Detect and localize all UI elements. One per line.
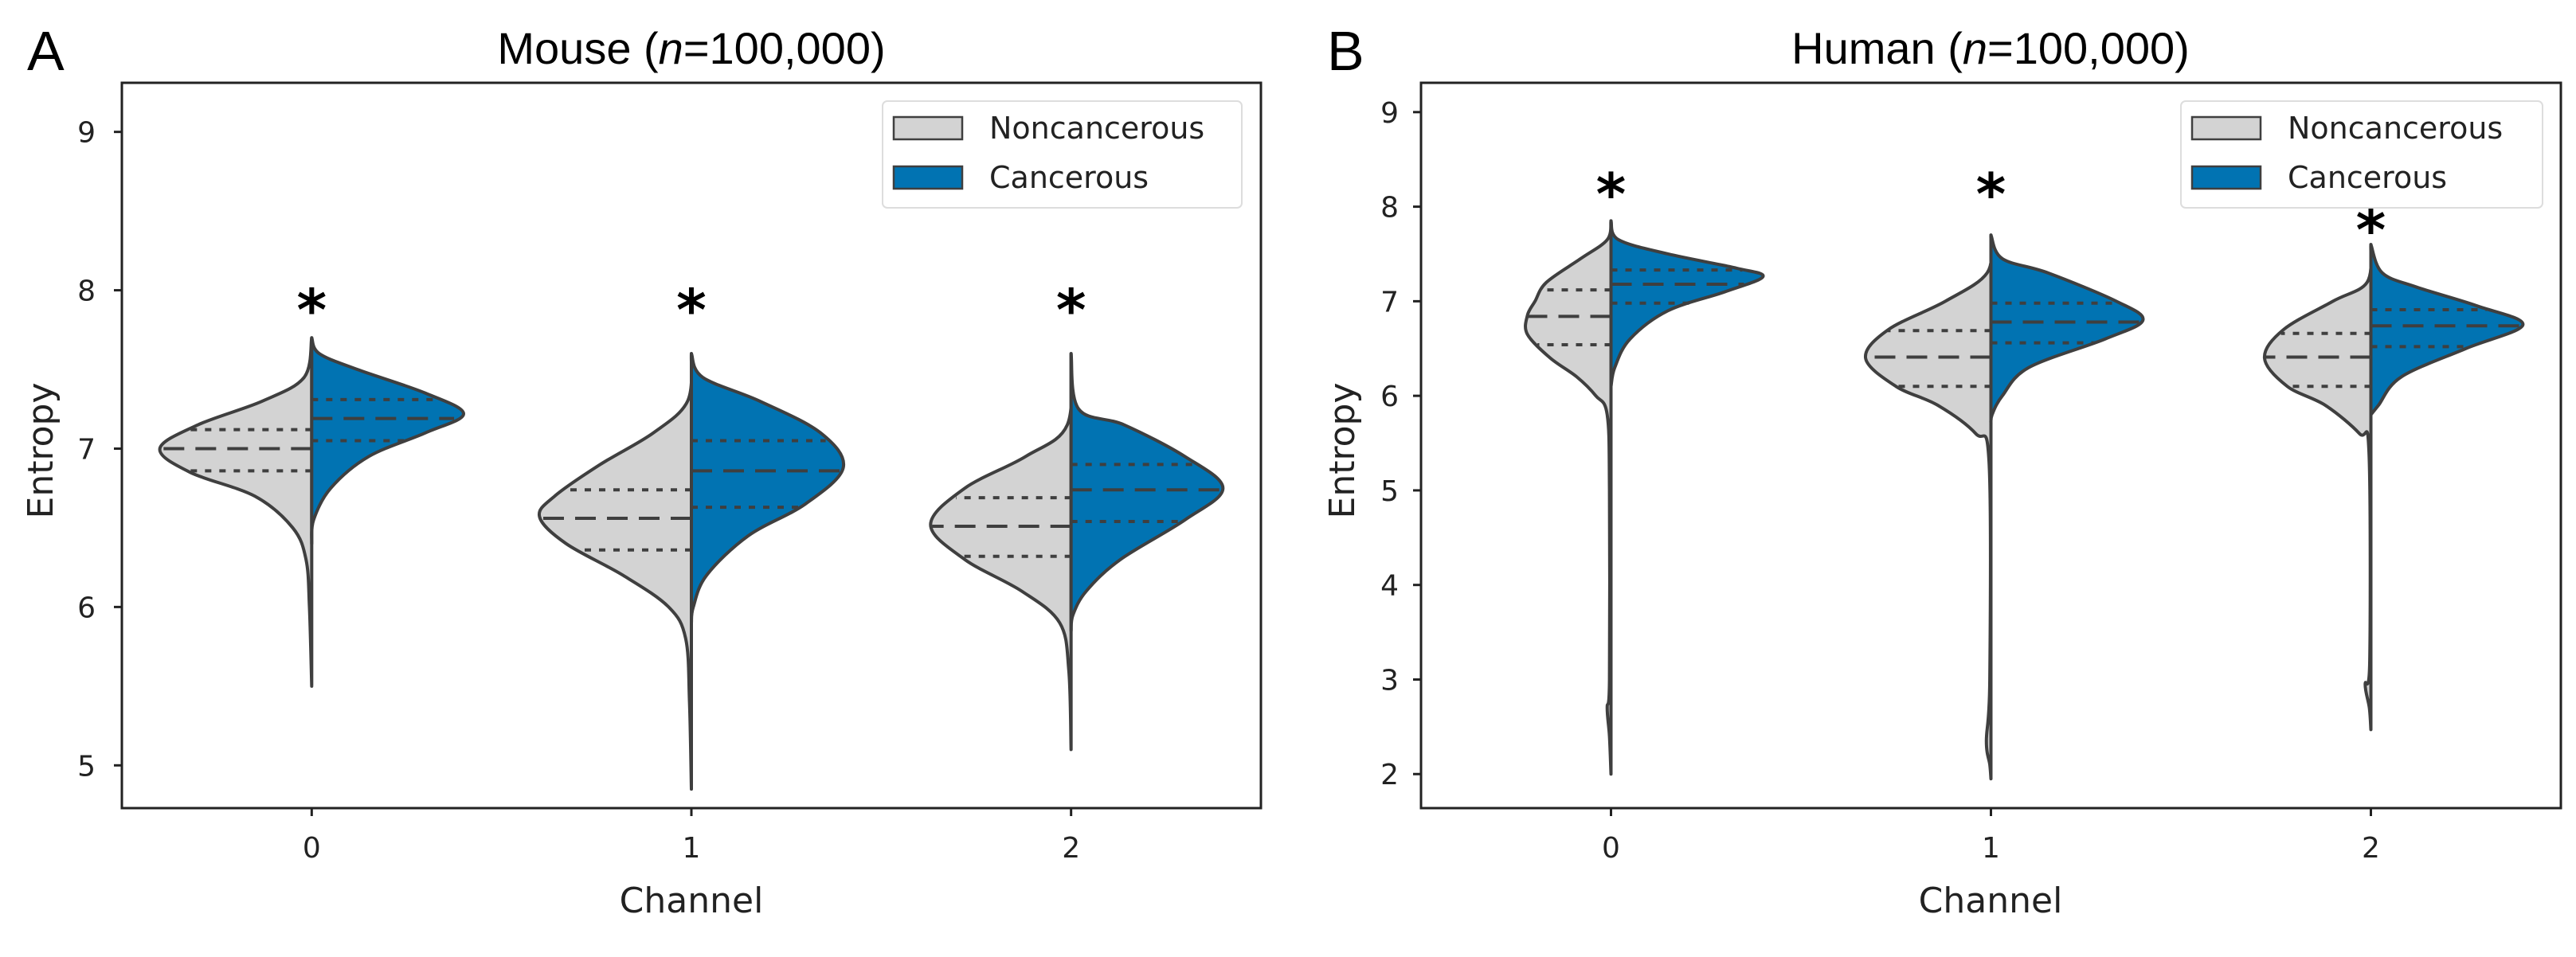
y-tick-label: 4 (1380, 570, 1399, 603)
legend: Noncancerous Cancerous (2180, 100, 2543, 209)
x-axis-label: Channel (1919, 881, 2063, 921)
y-tick-label: 3 (1380, 664, 1399, 697)
y-axis-label: Entropy (1322, 383, 1363, 519)
y-tick-label: 7 (77, 433, 96, 466)
significance-asterisk: * (1596, 161, 1627, 228)
violin-noncancerous-channel-2 (2262, 243, 2373, 732)
legend-swatch-noncancerous (892, 115, 964, 141)
y-tick-label: 2 (1380, 759, 1399, 791)
violin-cancerous-channel-2 (1069, 352, 1225, 633)
legend-label-cancerous: Cancerous (989, 160, 1149, 195)
legend-label-noncancerous: Noncancerous (2288, 111, 2503, 146)
legend-label-noncancerous: Noncancerous (989, 111, 1204, 146)
chart-title: Mouse (n=100,000) (497, 23, 885, 73)
violin-noncancerous-channel-0 (158, 336, 314, 688)
x-tick-label: 2 (1062, 832, 1080, 865)
x-tick-label: 0 (1602, 832, 1620, 865)
legend: Noncancerous Cancerous (882, 100, 1243, 209)
y-tick-label: 5 (1380, 475, 1399, 508)
x-tick-label: 0 (303, 832, 321, 865)
legend-swatch-noncancerous (2190, 115, 2262, 141)
violin-noncancerous-channel-0 (1524, 219, 1613, 776)
legend-box (2180, 100, 2543, 209)
y-tick-label: 7 (1380, 286, 1399, 318)
legend-label-cancerous: Cancerous (2288, 160, 2447, 195)
legend-swatch-cancerous (892, 165, 964, 190)
violin-cancerous-channel-1 (1989, 233, 2145, 426)
violin-cancerous-channel-2 (2369, 243, 2525, 416)
y-axis-label: Entropy (21, 383, 61, 519)
y-tick-label: 8 (1380, 192, 1399, 225)
violin-noncancerous-channel-1 (537, 352, 694, 791)
legend-swatch-cancerous (2190, 165, 2262, 190)
significance-asterisk: * (1056, 277, 1086, 344)
panel-b-human: B Human (n=100,000) Channel Entropy 2 3 4 5… (1322, 20, 2562, 921)
legend-box (882, 100, 1243, 209)
significance-asterisk: * (297, 277, 327, 344)
violin-noncancerous-channel-1 (1864, 233, 1994, 781)
violin-cancerous-channel-1 (690, 352, 846, 625)
chart-title: Human (n=100,000) (1791, 23, 2190, 73)
violin-noncancerous-channel-2 (929, 352, 1074, 752)
significance-asterisk: * (1976, 161, 2006, 228)
violin-cancerous-channel-0 (1609, 219, 1765, 389)
x-tick-label: 1 (683, 832, 701, 865)
y-tick-label: 6 (1380, 381, 1399, 413)
y-tick-label: 9 (1380, 97, 1399, 130)
significance-asterisk: * (676, 277, 707, 344)
panel-label: B (1327, 20, 1364, 82)
panel-a-mouse: A Mouse (n=100,000) Channel Entropy 5 6 7 8… (21, 20, 1263, 921)
panel-label: A (27, 20, 65, 82)
x-tick-label: 1 (1982, 832, 2000, 865)
y-tick-label: 8 (77, 275, 96, 308)
y-tick-label: 9 (77, 117, 96, 150)
y-tick-label: 6 (77, 592, 96, 624)
x-axis-label: Channel (620, 881, 764, 921)
y-tick-label: 5 (77, 750, 96, 783)
x-tick-label: 2 (2362, 832, 2380, 865)
